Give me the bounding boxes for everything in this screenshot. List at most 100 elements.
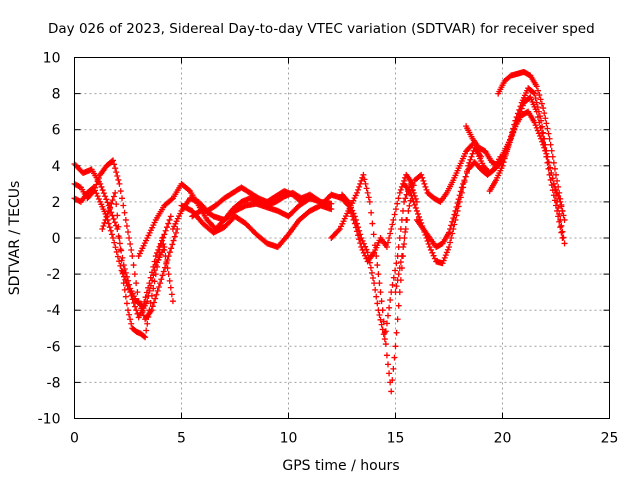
data-point <box>142 334 149 341</box>
data-point <box>166 277 173 284</box>
data-point <box>411 201 418 208</box>
data-point <box>113 169 120 176</box>
data-point <box>390 274 397 281</box>
data-point <box>391 354 398 361</box>
data-point <box>129 296 136 303</box>
data-point <box>357 180 364 187</box>
data-point <box>360 240 367 247</box>
data-point <box>166 216 173 223</box>
series-arc-4 <box>71 184 168 321</box>
data-point <box>549 175 556 182</box>
data-point <box>381 336 388 343</box>
data-point <box>373 293 380 300</box>
data-point <box>440 257 447 264</box>
data-point <box>113 201 120 208</box>
y-tick-labels: -10 -8 -6 -4 -2 0 2 4 6 8 10 <box>38 51 61 428</box>
data-point <box>536 92 543 99</box>
data-point <box>536 113 543 120</box>
data-point <box>147 282 154 289</box>
data-point <box>383 320 390 327</box>
data-point <box>110 235 117 241</box>
data-point <box>144 320 151 327</box>
data-point <box>167 213 174 220</box>
data-point <box>461 177 468 184</box>
data-point <box>170 237 177 244</box>
data-point <box>531 90 538 97</box>
data-point <box>365 194 372 201</box>
data-point <box>119 195 126 202</box>
data-point <box>500 159 507 166</box>
data-point <box>511 125 518 132</box>
data-point <box>421 180 428 187</box>
data-point <box>122 269 129 276</box>
data-point <box>530 89 537 96</box>
data-point <box>103 196 110 203</box>
data-point <box>422 183 429 190</box>
data-point <box>550 159 557 166</box>
data-point <box>165 253 172 260</box>
data-point <box>396 189 403 196</box>
data-point <box>443 249 450 256</box>
data-point <box>538 117 545 124</box>
data-point <box>90 184 97 191</box>
series-arc-12 <box>392 141 476 296</box>
data-point <box>553 171 559 178</box>
data-point <box>551 165 558 172</box>
data-point <box>167 284 174 291</box>
data-point <box>401 235 408 241</box>
data-point <box>514 110 521 117</box>
data-point <box>395 195 402 202</box>
data-point <box>124 282 131 289</box>
data-point <box>448 222 455 229</box>
data-point <box>130 299 137 306</box>
data-point <box>105 220 112 227</box>
data-point <box>418 171 425 178</box>
data-point <box>539 123 546 130</box>
data-point <box>155 283 162 290</box>
data-point <box>163 260 170 267</box>
x-axis-label: GPS time / hours <box>282 458 399 474</box>
data-point <box>376 280 383 287</box>
data-point <box>121 273 128 280</box>
data-point <box>430 252 437 259</box>
data-point <box>398 253 405 260</box>
y-tick-label: 10 <box>43 51 61 67</box>
data-point <box>387 296 394 303</box>
data-point <box>358 177 365 184</box>
data-point <box>547 164 554 171</box>
data-point <box>554 189 561 196</box>
data-point <box>534 104 541 111</box>
data-point <box>141 333 148 340</box>
data-point <box>143 327 150 334</box>
data-point <box>135 298 142 305</box>
data-point <box>390 365 397 372</box>
data-point <box>99 225 106 232</box>
x-tick-label: 5 <box>177 431 186 447</box>
data-point <box>456 192 463 199</box>
data-point <box>128 320 135 327</box>
data-point <box>534 127 541 134</box>
data-point <box>379 326 386 333</box>
data-point <box>439 260 446 267</box>
data-point <box>123 279 130 286</box>
data-point <box>396 265 403 272</box>
data-point <box>556 195 563 202</box>
data-point <box>149 303 156 310</box>
data-point <box>142 294 149 301</box>
x-tick-label: 20 <box>494 431 512 447</box>
data-point <box>116 258 123 265</box>
y-tick-label: -4 <box>47 303 61 319</box>
x-tick-labels: 0 5 10 15 20 25 <box>70 431 618 447</box>
grid-lines <box>74 57 610 419</box>
data-point <box>120 202 127 209</box>
data-point <box>107 227 114 234</box>
data-point <box>164 256 171 263</box>
data-point <box>133 307 140 314</box>
data-point <box>509 131 516 138</box>
data-point <box>499 162 506 169</box>
data-point <box>492 165 499 172</box>
data-point <box>160 241 167 248</box>
data-point <box>386 304 393 311</box>
data-point <box>557 216 564 223</box>
data-point <box>510 128 517 135</box>
